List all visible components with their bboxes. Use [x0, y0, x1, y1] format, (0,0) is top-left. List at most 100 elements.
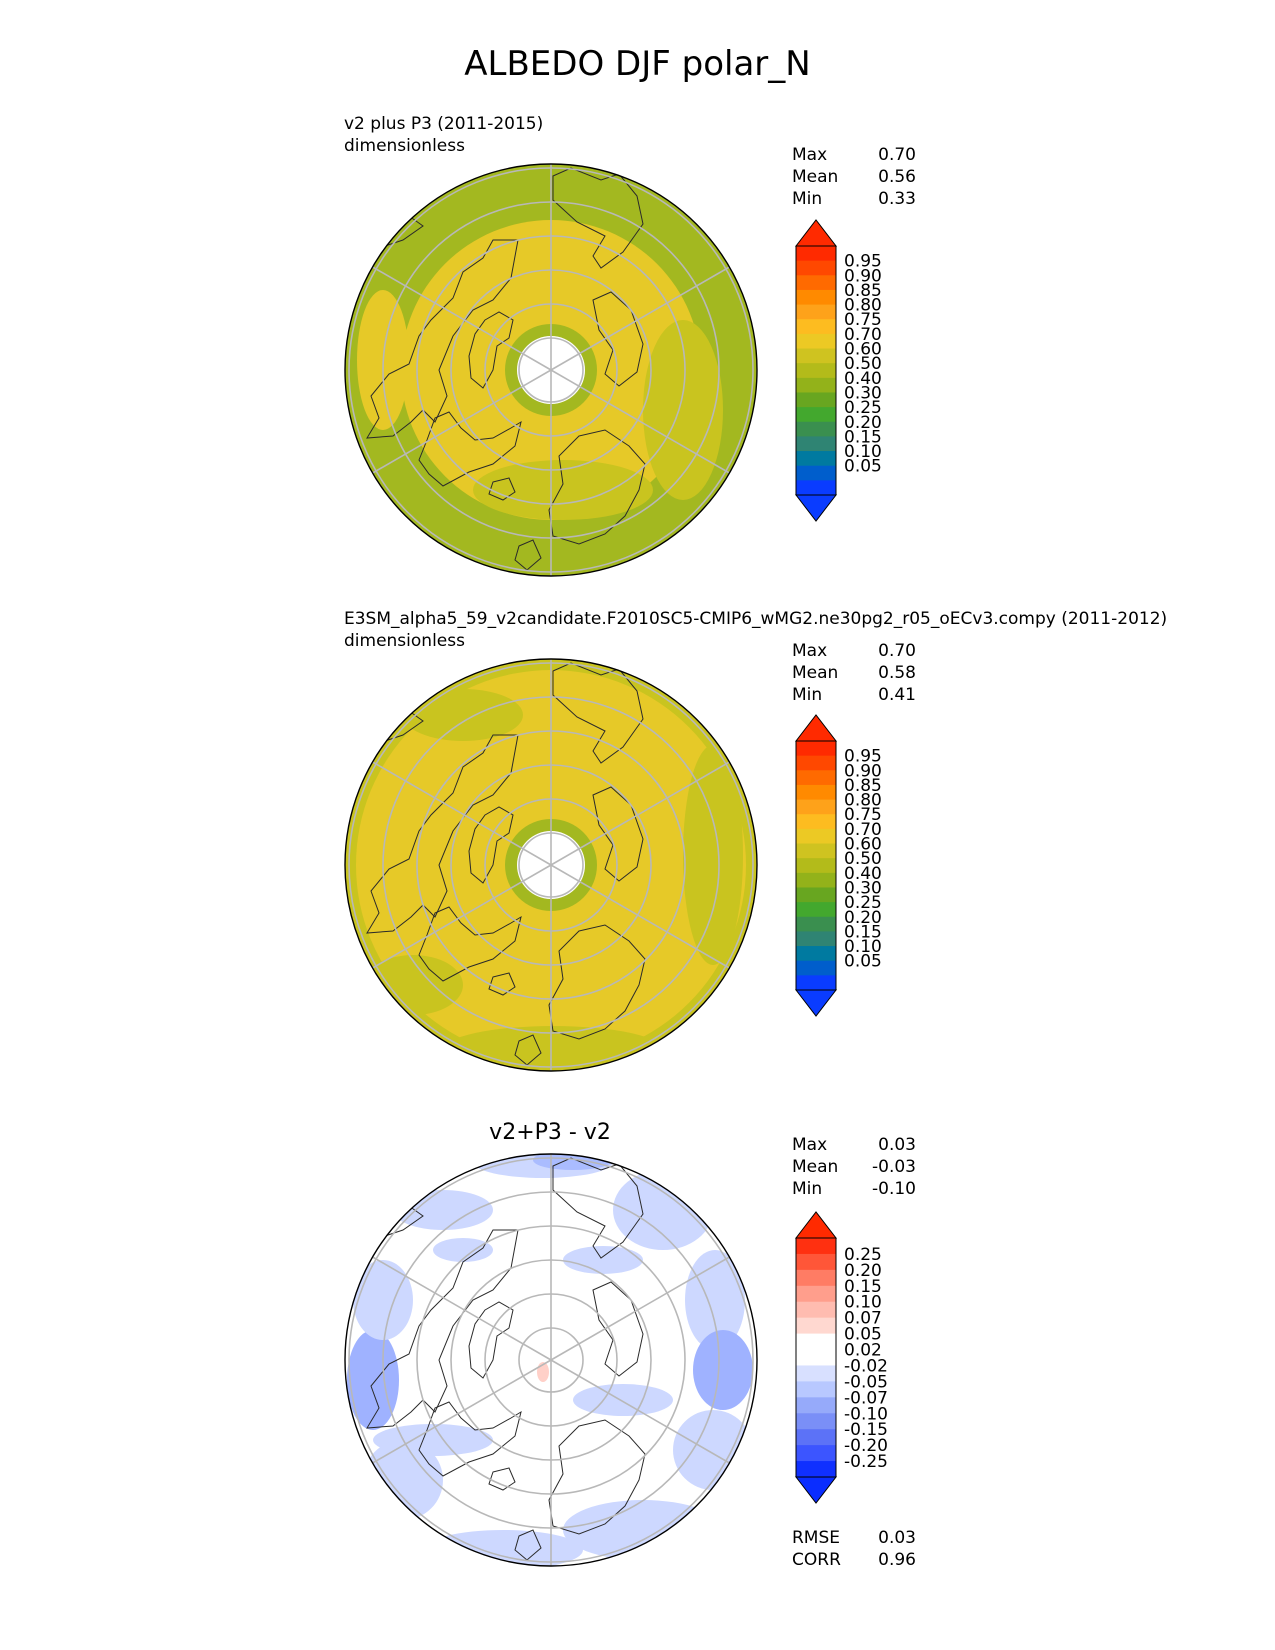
- colorbar-swatch: [796, 1253, 836, 1271]
- colorbar-tick-label: 0.25: [844, 398, 882, 418]
- anomaly-region: [673, 1410, 753, 1490]
- colorbar-swatch: [796, 828, 836, 845]
- panel-3-title: v2+P3 - v2: [489, 1120, 611, 1145]
- colorbar-tick-label: 0.25: [844, 1245, 882, 1265]
- colorbar-swatch: [796, 1349, 836, 1366]
- colorbar-swatch: [796, 1429, 836, 1446]
- colorbar-swatch: [796, 814, 836, 830]
- coastline: [548, 924, 646, 1040]
- stat-mean: Mean 0.58: [792, 663, 916, 683]
- panel-3-stats: Max 0.03 Mean -0.03 Min -0.10: [792, 1134, 916, 1200]
- longitude-gridline: [372, 1359, 552, 1464]
- colorbar-swatch: [796, 1317, 836, 1335]
- field-mid-albedo: [643, 320, 723, 500]
- colorbar-extend-top: [794, 1211, 838, 1239]
- colorbar-tick-label: 0.15: [844, 1277, 882, 1297]
- coastline: [418, 1401, 522, 1477]
- colorbar-swatch: [796, 872, 836, 888]
- colorbar-tick-label: 0.75: [844, 805, 882, 825]
- stat-rmse: RMSE 0.03: [792, 1528, 916, 1548]
- panel-2-units: dimensionless: [344, 631, 465, 651]
- stat-max: Max 0.70: [792, 145, 916, 165]
- coastline: [548, 1419, 646, 1535]
- panel-2-title-line1: E3SM_alpha5_59_v2candidate.F2010SC5-CMIP…: [344, 609, 1168, 629]
- colorbar-extend-top: [794, 714, 838, 742]
- colorbar-tick-label: 0.90: [844, 761, 882, 781]
- stat-min: Min 0.41: [792, 685, 916, 705]
- colorbar-swatch: [796, 377, 836, 393]
- colorbar-tick-label: 0.05: [844, 1325, 882, 1345]
- panel-1-units: dimensionless: [344, 136, 465, 156]
- longitude-gridline: [372, 864, 552, 969]
- colorbar-tick-label: 0.80: [844, 791, 882, 811]
- colorbar-tick-label: 0.40: [844, 369, 882, 389]
- coastline: [592, 1281, 644, 1377]
- colorbar-tick-label: 0.50: [844, 354, 882, 374]
- colorbar-tick-label: 0.25: [844, 893, 882, 913]
- figure-title: ALBEDO DJF polar_N: [464, 44, 811, 84]
- colorbar-swatch: [796, 770, 836, 786]
- stat-min: Min -0.10: [792, 1179, 916, 1199]
- colorbar-extend-bottom: [794, 989, 838, 1017]
- colorbar-tick-label: 0.95: [844, 252, 882, 272]
- anomaly-region: [373, 1424, 493, 1456]
- panel-3-polar-map: [344, 1153, 758, 1567]
- panel-3-colorbar: 0.250.200.150.100.070.050.02-0.02-0.05-0…: [794, 1211, 888, 1504]
- colorbar-swatch: [796, 960, 836, 976]
- coastline: [468, 806, 514, 884]
- colorbar-extend-top: [794, 219, 838, 247]
- colorbar-swatch: [796, 784, 836, 801]
- panel-1-title: v2 plus P3 (2011-2015) dimensionless: [344, 113, 543, 157]
- colorbar-tick-label: 0.10: [844, 937, 882, 957]
- longitude-gridline: [372, 761, 552, 866]
- coastline: [468, 1301, 514, 1379]
- coastline: [548, 429, 646, 545]
- colorbar-tick-label: 0.15: [844, 922, 882, 942]
- longitude-gridline: [550, 266, 730, 371]
- colorbar-tick-label: 0.20: [844, 1261, 882, 1281]
- colorbar-tick-label: 0.70: [844, 820, 882, 840]
- colorbar-tick-label: -0.02: [844, 1356, 888, 1376]
- coastline: [552, 167, 644, 269]
- colorbar-swatch: [796, 799, 836, 815]
- field-mid-albedo: [683, 745, 743, 965]
- colorbar-swatch: [796, 319, 836, 335]
- colorbar-tick-label: 0.50: [844, 849, 882, 869]
- colorbar-swatch: [796, 1333, 836, 1351]
- colorbar-swatch: [796, 1285, 836, 1303]
- colorbar-swatch: [796, 436, 836, 452]
- colorbar-swatch: [796, 843, 836, 859]
- colorbar-swatch: [796, 465, 836, 481]
- map-field: [345, 164, 757, 576]
- coastline: [488, 1467, 516, 1491]
- colorbar-tick-label: 0.15: [844, 427, 882, 447]
- colorbar-swatch: [796, 421, 836, 437]
- colorbar-tick-label: 0.02: [844, 1341, 882, 1361]
- colorbar-tick-label: -0.15: [844, 1420, 888, 1440]
- panel-2-title: E3SM_alpha5_59_v2candidate.F2010SC5-CMIP…: [344, 608, 1167, 652]
- colorbar-tick-label: -0.20: [844, 1436, 888, 1456]
- colorbar-swatch: [796, 304, 836, 320]
- colorbar-swatch: [796, 407, 836, 423]
- colorbar-swatch: [796, 275, 836, 291]
- anomaly-region: [693, 1330, 753, 1410]
- colorbar-swatch: [796, 1301, 836, 1319]
- colorbar-swatch: [796, 755, 836, 771]
- coastline: [366, 1229, 519, 1429]
- panel-1-colorbar: 0.950.900.850.800.750.700.600.500.400.30…: [794, 219, 882, 522]
- colorbar-tick-label: 0.20: [844, 413, 882, 433]
- colorbar-tick-label: 0.70: [844, 325, 882, 345]
- colorbar-tick-label: -0.25: [844, 1452, 888, 1472]
- field-mid-albedo: [443, 1026, 663, 1071]
- colorbar-swatch: [796, 916, 836, 932]
- colorbar-tick-label: 0.05: [844, 457, 882, 477]
- stat-max: Max 0.03: [792, 1135, 916, 1155]
- coastline: [366, 239, 519, 439]
- colorbar-swatch: [796, 480, 836, 496]
- stat-max: Max 0.70: [792, 641, 916, 661]
- longitude-gridline: [550, 1359, 730, 1464]
- stat-mean: Mean 0.56: [792, 167, 916, 187]
- colorbar-swatch: [796, 1269, 836, 1287]
- colorbar-tick-label: 0.80: [844, 296, 882, 316]
- colorbar-tick-label: 0.30: [844, 878, 882, 898]
